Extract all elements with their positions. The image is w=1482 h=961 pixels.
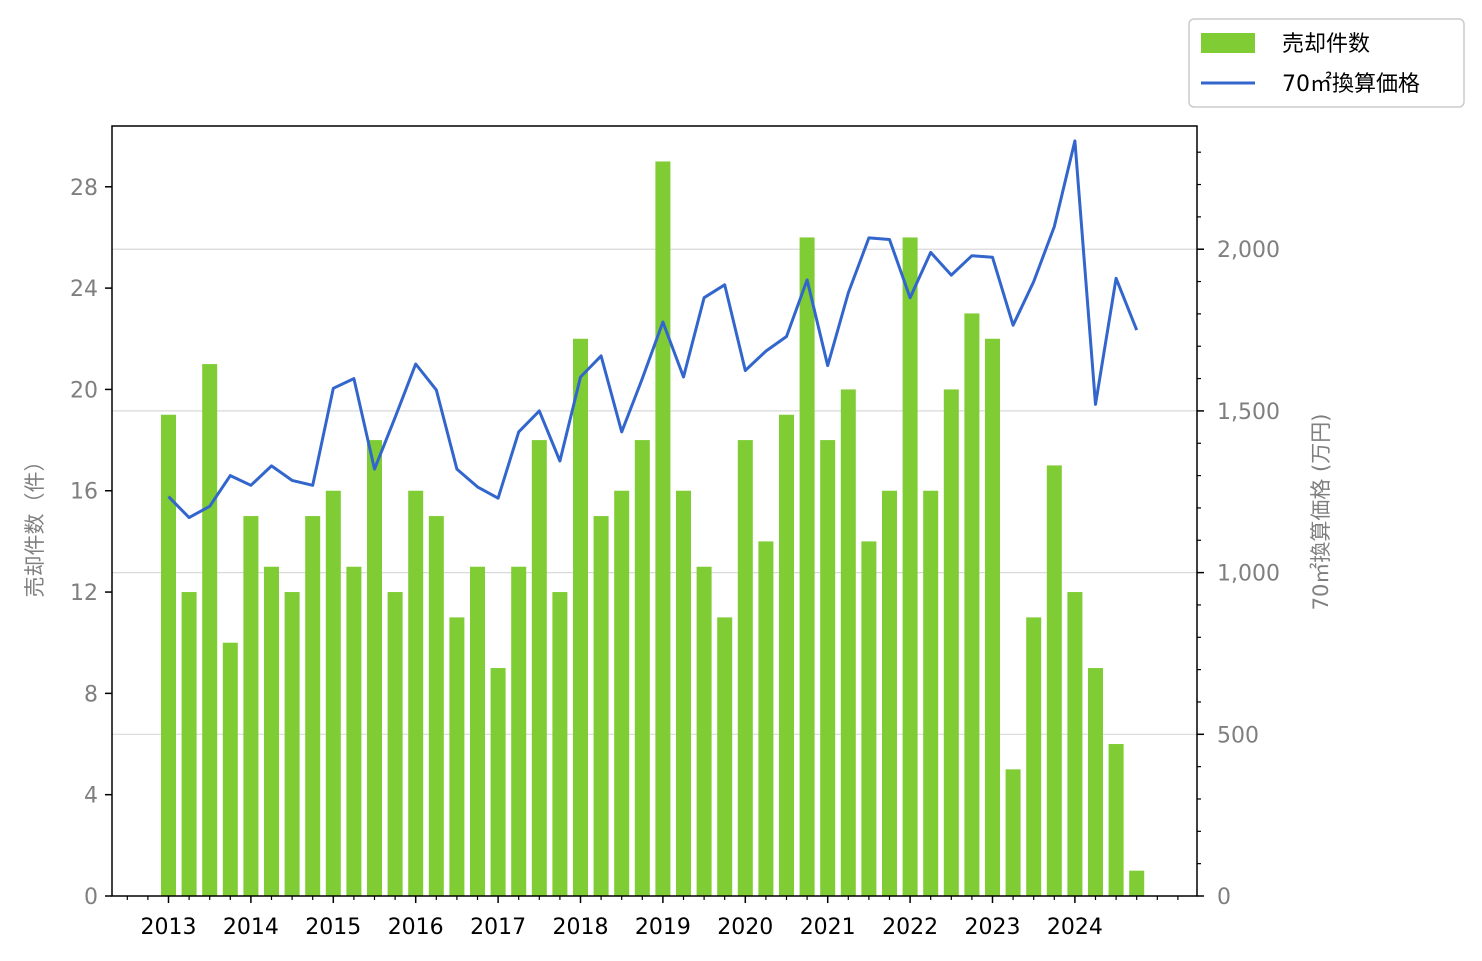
bar	[593, 516, 609, 896]
x-tick-label: 2023	[965, 915, 1021, 940]
left-tick-label: 16	[70, 480, 98, 505]
left-axis: 0 4 8 12 16 20 24 28	[70, 176, 112, 910]
bar	[923, 490, 939, 896]
bar	[367, 440, 382, 896]
bar	[737, 440, 753, 896]
bar	[717, 617, 733, 896]
legend-bar-label: 売却件数	[1282, 32, 1370, 57]
bar	[985, 338, 1000, 896]
bar	[449, 617, 465, 896]
bar	[284, 592, 300, 896]
bar	[1067, 592, 1083, 896]
left-tick-label: 20	[70, 378, 98, 403]
x-tick-label: 2019	[635, 915, 691, 940]
bar	[511, 566, 527, 896]
bar	[161, 414, 176, 896]
bar	[634, 440, 650, 896]
left-tick-label: 28	[70, 176, 98, 201]
bar	[655, 161, 671, 897]
bar	[1108, 744, 1124, 896]
bar	[861, 541, 877, 896]
bar	[408, 490, 424, 896]
bar	[552, 592, 568, 896]
x-tick-label: 2020	[717, 915, 773, 940]
bar	[820, 440, 836, 896]
x-tick-label: 2013	[141, 915, 197, 940]
bar	[428, 516, 444, 896]
left-tick-label: 4	[84, 784, 98, 809]
x-tick-label: 2021	[800, 915, 856, 940]
bar	[1046, 465, 1062, 896]
legend-frame	[1188, 18, 1465, 108]
right-tick-label: 1,500	[1217, 400, 1280, 425]
bar	[573, 338, 588, 896]
right-tick-label: 2,000	[1217, 238, 1280, 263]
left-tick-label: 0	[84, 885, 98, 910]
bar	[222, 642, 238, 896]
bar	[1129, 870, 1145, 896]
bar	[799, 237, 815, 896]
bar	[181, 592, 197, 896]
bar	[305, 516, 321, 896]
bar	[902, 237, 918, 896]
x-tick-label: 2014	[223, 915, 279, 940]
bar	[202, 364, 218, 896]
bar	[346, 566, 362, 896]
x-tick-label: 2017	[470, 915, 526, 940]
legend-line-label: 70㎡換算価格	[1282, 71, 1420, 97]
bar	[325, 490, 341, 896]
x-tick-label: 2015	[305, 915, 361, 940]
bar	[779, 414, 794, 896]
left-tick-label: 8	[84, 682, 98, 707]
right-tick-label: 0	[1217, 885, 1231, 910]
right-axis-label: 70㎡換算価格 (万円)	[1309, 414, 1333, 611]
left-tick-label: 12	[70, 581, 98, 606]
legend-bar-swatch	[1201, 33, 1255, 53]
bar-series	[161, 161, 1145, 897]
bar	[531, 440, 547, 896]
bar	[882, 490, 897, 896]
bar	[490, 668, 506, 896]
line-series	[167, 139, 1139, 520]
bar	[614, 490, 630, 896]
right-axis: 0 500 1,000 1,500 2,000	[1197, 151, 1280, 910]
bar	[943, 389, 959, 896]
bar	[264, 566, 279, 896]
x-tick-label: 2016	[388, 915, 444, 940]
bar	[1026, 617, 1042, 896]
bar	[696, 566, 712, 896]
plot-frame	[111, 125, 1198, 897]
bar	[1005, 769, 1021, 896]
x-tick-label: 2024	[1047, 915, 1103, 940]
bar	[758, 541, 774, 896]
x-tick-label: 2018	[553, 915, 609, 940]
bar	[964, 313, 980, 896]
bar	[387, 592, 403, 896]
left-tick-label: 24	[70, 277, 98, 302]
price-line	[167, 139, 1139, 520]
bar	[840, 389, 856, 896]
x-tick-label: 2022	[882, 915, 938, 940]
bar	[243, 516, 259, 896]
legend: 売却件数 70㎡換算価格	[1188, 18, 1465, 108]
bar	[1088, 668, 1103, 896]
bar	[676, 490, 691, 896]
bar	[470, 566, 485, 896]
x-axis: 2013 2014 2015 2016 2017 2018 2019 2020 2021 2022…	[126, 896, 1179, 940]
left-axis-label: 売却件数（件）	[23, 451, 47, 598]
right-tick-label: 1,000	[1217, 562, 1280, 587]
right-tick-label: 500	[1217, 723, 1259, 748]
